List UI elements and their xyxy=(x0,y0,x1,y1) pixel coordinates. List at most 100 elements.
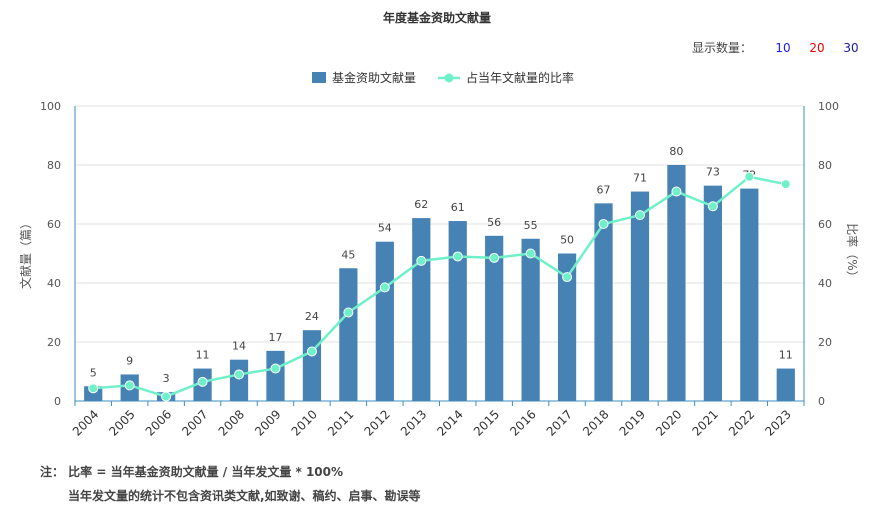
bar-data-label: 54 xyxy=(378,222,392,235)
ratio-point xyxy=(780,179,791,190)
y-right-tick-label: 20 xyxy=(818,336,832,349)
x-tick-label: 2014 xyxy=(434,407,465,438)
y-left-tick-label: 60 xyxy=(47,218,61,231)
x-tick-label: 2010 xyxy=(289,407,320,438)
bar xyxy=(667,165,686,401)
y-right-tick-label: 40 xyxy=(818,277,832,290)
bar-data-label: 55 xyxy=(524,219,538,232)
show-count-label: 显示数量： xyxy=(691,41,752,55)
bar-data-label: 14 xyxy=(232,340,246,353)
y-left-tick-label: 20 xyxy=(47,336,61,349)
y-left-tick-label: 80 xyxy=(47,159,61,172)
bar xyxy=(557,253,577,401)
ratio-point xyxy=(525,248,536,259)
y-left-tick-label: 100 xyxy=(40,100,61,113)
bar xyxy=(229,359,249,401)
x-tick-label: 2009 xyxy=(252,407,283,438)
show-count-option-10[interactable]: 10 xyxy=(775,40,791,55)
bar xyxy=(339,268,358,401)
bar xyxy=(375,241,394,401)
x-tick-label: 2013 xyxy=(398,407,429,438)
bar-data-label: 17 xyxy=(268,331,282,344)
bar-data-label: 3 xyxy=(163,372,170,385)
ratio-point xyxy=(379,282,390,293)
bar-data-label: 62 xyxy=(414,198,428,211)
ratio-point xyxy=(598,219,609,229)
x-tick-label: 2022 xyxy=(726,407,757,438)
y-left-tick-label: 0 xyxy=(54,395,61,408)
y-right-tick-label: 80 xyxy=(818,159,832,172)
ratio-point xyxy=(562,272,573,283)
y-right-tick-label: 0 xyxy=(818,395,825,408)
ratio-point xyxy=(452,251,463,262)
bar xyxy=(412,218,431,401)
bar-data-label: 56 xyxy=(487,216,501,229)
bar-data-label: 67 xyxy=(597,183,611,196)
y-left-tick-label: 40 xyxy=(47,277,61,290)
y-right-tick-label: 60 xyxy=(818,218,832,231)
bar xyxy=(630,191,650,401)
bar-data-label: 80 xyxy=(669,145,683,158)
legend[interactable]: 基金资助文献量 占当年文献量的比率 xyxy=(312,70,574,85)
bar xyxy=(521,238,540,401)
y-right-tick-label: 100 xyxy=(818,100,839,113)
x-tick-label: 2019 xyxy=(617,407,648,438)
x-tick-label: 2015 xyxy=(471,407,502,438)
ratio-point xyxy=(197,376,208,387)
x-tick-label: 2017 xyxy=(544,407,575,438)
ratio-point xyxy=(671,186,682,197)
x-tick-label: 2021 xyxy=(689,407,720,438)
bar-data-label: 50 xyxy=(560,234,574,247)
x-tick-label: 2007 xyxy=(179,407,210,438)
show-count-option-20[interactable]: 20 xyxy=(809,40,825,55)
bar-data-label: 9 xyxy=(126,354,133,367)
bar-data-label: 5 xyxy=(90,366,97,379)
x-tick-label: 2018 xyxy=(580,407,611,438)
ratio-point xyxy=(416,255,427,266)
y-left-axis-title: 文献量（篇） xyxy=(18,217,33,289)
x-tick-label: 2020 xyxy=(653,407,684,438)
bar-data-label: 11 xyxy=(196,349,210,362)
bar xyxy=(740,188,759,401)
x-tick-label: 2016 xyxy=(507,407,538,438)
bar xyxy=(703,185,722,401)
y-right-axis-title: 比率（%） xyxy=(845,223,860,282)
x-tick-label: 2011 xyxy=(325,407,356,438)
ratio-point xyxy=(88,383,99,394)
x-tick-label: 2005 xyxy=(106,407,137,438)
ratio-point xyxy=(634,210,645,221)
ratio-point xyxy=(489,252,500,263)
legend-line-marker[interactable] xyxy=(444,73,454,83)
bar xyxy=(485,235,504,401)
footnote-ratio-formula: 注： 比率 = 当年基金资助文献量 / 当年发文量 * 100% xyxy=(40,465,344,479)
bar-data-label: 11 xyxy=(779,349,793,362)
bar xyxy=(776,368,795,401)
show-count-option-30[interactable]: 30 xyxy=(843,40,859,55)
ratio-point xyxy=(707,201,718,212)
bar xyxy=(594,203,613,401)
x-tick-label: 2006 xyxy=(143,407,174,438)
ratio-point xyxy=(270,363,281,374)
ratio-point xyxy=(744,171,755,182)
bar xyxy=(302,330,322,401)
chart-title: 年度基金资助文献量 xyxy=(382,11,491,25)
x-tick-label: 2008 xyxy=(216,407,247,438)
ratio-point xyxy=(306,346,317,357)
footnotes: 注： 比率 = 当年基金资助文献量 / 当年发文量 * 100% 当年发文量的统… xyxy=(40,460,421,508)
legend-line-label[interactable]: 占当年文献量的比率 xyxy=(466,70,574,85)
x-tick-label: 2023 xyxy=(762,407,793,438)
ratio-point xyxy=(234,369,245,380)
bar-data-label: 71 xyxy=(633,172,647,185)
ratio-point xyxy=(161,391,172,402)
bar xyxy=(448,221,467,401)
bar-data-label: 24 xyxy=(305,310,319,323)
x-tick-label: 2004 xyxy=(70,407,101,438)
legend-bar-swatch[interactable] xyxy=(312,72,326,83)
footnote-exclusion: 当年发文量的统计不包含资讯类文献,如致谢、稿约、启事、勘误等 xyxy=(68,489,421,503)
ratio-line xyxy=(93,175,787,398)
legend-bar-label[interactable]: 基金资助文献量 xyxy=(332,70,416,85)
bar-data-label: 45 xyxy=(341,248,355,261)
ratio-point xyxy=(124,380,135,391)
bar-data-label: 73 xyxy=(706,166,720,179)
